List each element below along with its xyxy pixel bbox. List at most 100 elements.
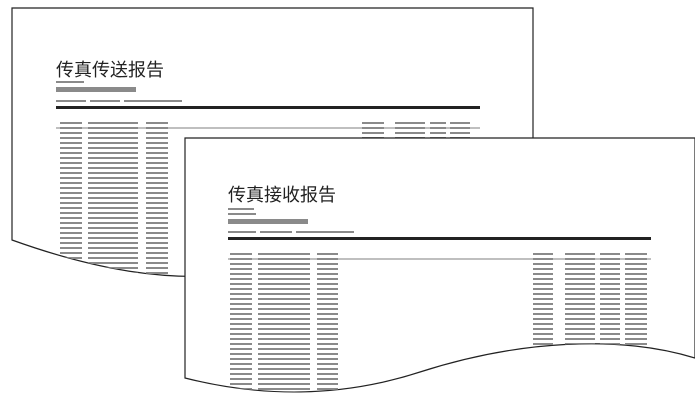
placeholder-line <box>565 273 595 275</box>
placeholder-line <box>600 343 620 345</box>
placeholder-line <box>533 318 553 320</box>
placeholder-line <box>88 157 138 159</box>
placeholder-line <box>565 383 595 385</box>
placeholder-line <box>60 222 82 224</box>
placeholder-line <box>625 318 647 320</box>
placeholder-line <box>625 268 647 270</box>
placeholder-line <box>230 313 252 315</box>
placeholder-line <box>146 212 168 214</box>
placeholder-line <box>88 127 138 129</box>
placeholder-line <box>533 358 553 360</box>
placeholder-line <box>600 318 620 320</box>
placeholder-line <box>533 298 553 300</box>
placeholder-line <box>230 258 252 260</box>
placeholder-line <box>60 197 82 199</box>
placeholder-line <box>625 263 647 265</box>
placeholder-line <box>600 323 620 325</box>
placeholder-line <box>124 100 182 102</box>
placeholder-line <box>146 202 168 204</box>
placeholder-line <box>258 378 310 380</box>
placeholder-line <box>146 232 168 234</box>
placeholder-line <box>258 308 310 310</box>
placeholder-line <box>317 313 338 315</box>
placeholder-line <box>60 217 82 219</box>
placeholder-line <box>88 202 138 204</box>
placeholder-line <box>565 298 595 300</box>
placeholder-line <box>317 288 338 290</box>
placeholder-line <box>533 383 553 385</box>
placeholder-line <box>317 373 338 375</box>
placeholder-line <box>565 308 595 310</box>
placeholder-line <box>258 283 310 285</box>
placeholder-line <box>430 127 446 129</box>
placeholder-line <box>230 363 252 365</box>
placeholder-line <box>600 328 620 330</box>
placeholder-line <box>60 162 82 164</box>
placeholder-line <box>230 328 252 330</box>
placeholder-line <box>317 343 338 345</box>
placeholder-line <box>317 378 338 380</box>
placeholder-line <box>258 348 310 350</box>
placeholder-line <box>317 298 338 300</box>
placeholder-line <box>146 262 168 264</box>
placeholder-line <box>430 122 446 124</box>
placeholder-line <box>533 348 553 350</box>
placeholder-line <box>600 358 620 360</box>
placeholder-line <box>56 87 136 92</box>
placeholder-line <box>230 333 252 335</box>
placeholder-line <box>317 393 338 395</box>
placeholder-line <box>258 343 310 345</box>
placeholder-line <box>146 122 168 124</box>
placeholder-line <box>600 348 620 350</box>
placeholder-line <box>565 263 595 265</box>
placeholder-line <box>317 308 338 310</box>
placeholder-line <box>230 383 252 385</box>
placeholder-line <box>228 213 256 215</box>
placeholder-line <box>258 263 310 265</box>
placeholder-line <box>362 122 384 124</box>
placeholder-line <box>146 272 168 274</box>
placeholder-line <box>146 222 168 224</box>
placeholder-line <box>230 338 252 340</box>
placeholder-line <box>317 303 338 305</box>
placeholder-line <box>88 237 138 239</box>
placeholder-line <box>395 127 425 129</box>
placeholder-line <box>60 267 82 269</box>
placeholder-line <box>450 132 470 134</box>
placeholder-line <box>317 398 338 400</box>
placeholder-line <box>230 273 252 275</box>
placeholder-line <box>88 167 138 169</box>
placeholder-line <box>565 353 595 355</box>
placeholder-line <box>230 298 252 300</box>
placeholder-line <box>230 373 252 375</box>
placeholder-line <box>258 368 310 370</box>
placeholder-line <box>230 318 252 320</box>
placeholder-line <box>317 263 338 265</box>
placeholder-line <box>146 207 168 209</box>
placeholder-line <box>625 383 647 385</box>
placeholder-line <box>146 267 168 269</box>
placeholder-line <box>533 343 553 345</box>
placeholder-line <box>625 308 647 310</box>
placeholder-line <box>533 273 553 275</box>
placeholder-line <box>230 368 252 370</box>
placeholder-line <box>230 303 252 305</box>
placeholder-line <box>60 187 82 189</box>
placeholder-line <box>230 278 252 280</box>
placeholder-line <box>146 132 168 134</box>
placeholder-line <box>230 308 252 310</box>
placeholder-line <box>317 293 338 295</box>
placeholder-line <box>146 172 168 174</box>
placeholder-line <box>88 192 138 194</box>
placeholder-line <box>600 373 620 375</box>
placeholder-line <box>230 288 252 290</box>
placeholder-line <box>600 313 620 315</box>
placeholder-line <box>146 257 168 259</box>
placeholder-line <box>146 142 168 144</box>
placeholder-line <box>60 152 82 154</box>
placeholder-line <box>88 147 138 149</box>
placeholder-line <box>317 283 338 285</box>
placeholder-line <box>230 293 252 295</box>
placeholder-line <box>230 378 252 380</box>
placeholder-line <box>258 253 310 255</box>
